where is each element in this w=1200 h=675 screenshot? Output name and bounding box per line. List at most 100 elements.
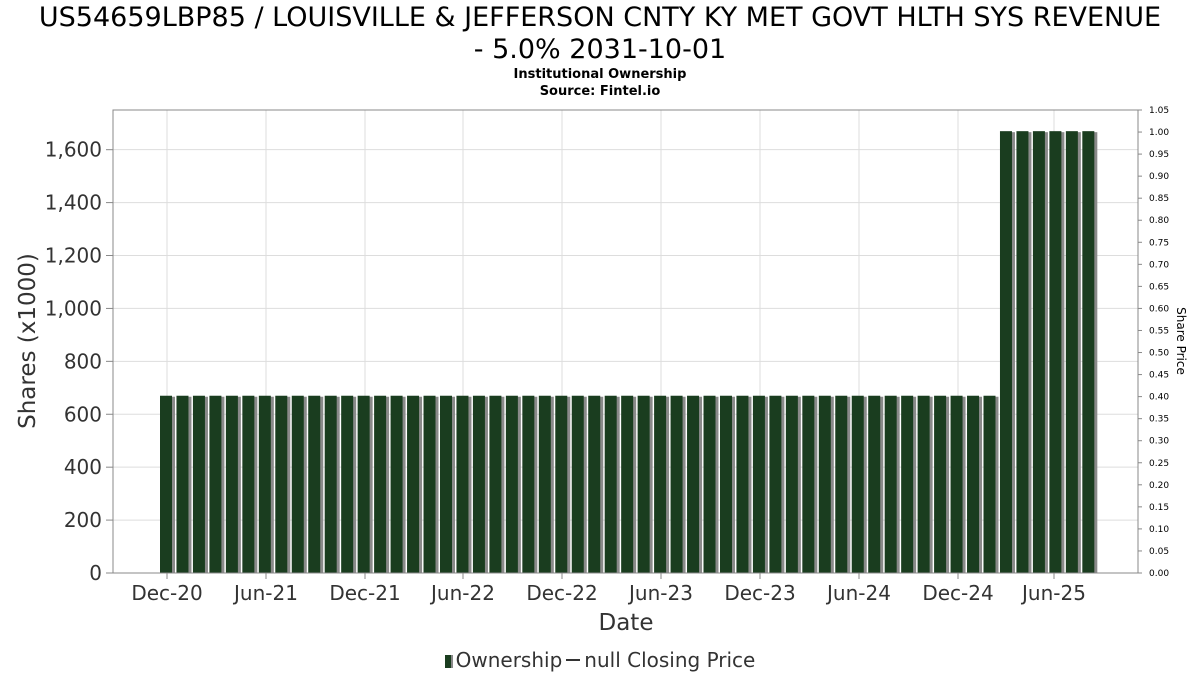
- ownership-bar: [818, 395, 831, 573]
- y2-tick-label: 0.55: [1149, 326, 1169, 336]
- ownership-bar: [176, 395, 189, 573]
- chart-title-line2: - 5.0% 2031-10-01: [473, 34, 727, 65]
- ownership-bar: [407, 395, 420, 573]
- ownership-bar: [917, 395, 930, 573]
- x-tick-label: Dec-23: [724, 581, 795, 605]
- chart-legend: Ownership null Closing Price: [0, 648, 1200, 672]
- ownership-bar: [901, 395, 914, 573]
- ownership-bar: [719, 395, 732, 573]
- y2-tick-label: 0.90: [1149, 172, 1169, 182]
- ownership-bar: [258, 395, 271, 573]
- x-tick-label: Jun-21: [232, 581, 298, 605]
- y2-tick-label: 0.00: [1149, 569, 1169, 579]
- ownership-bar: [160, 395, 172, 573]
- ownership-bar: [851, 395, 864, 573]
- y-tick-label: 1,000: [45, 296, 102, 320]
- ownership-bar: [703, 395, 716, 573]
- ownership-bar: [242, 395, 255, 573]
- ownership-bar: [604, 395, 617, 573]
- x-tick-label: Jun-23: [627, 581, 693, 605]
- y2-tick-label: 0.20: [1149, 481, 1169, 491]
- ownership-bar: [341, 395, 354, 573]
- y2-tick-label: 0.05: [1149, 547, 1169, 557]
- ownership-bar: [456, 395, 469, 573]
- ownership-bar: [769, 395, 782, 573]
- y-axis-title: Shares (x1000): [15, 253, 41, 429]
- ownership-bar: [374, 395, 387, 573]
- x-tick-label: Jun-24: [825, 581, 891, 605]
- ownership-bar: [505, 395, 518, 573]
- plot-border: [112, 109, 1139, 574]
- ownership-bar: [950, 395, 963, 573]
- x-tick-label: Jun-22: [429, 581, 495, 605]
- ownership-bar: [999, 131, 1012, 573]
- x-tick-label: Dec-21: [329, 581, 400, 605]
- y-tick-label: 0: [89, 561, 102, 585]
- y-tick-label: 1,200: [45, 244, 102, 268]
- ownership-bar: [1065, 131, 1078, 573]
- ownership-bar: [209, 395, 222, 573]
- chart-subtitle-source: Source: Fintel.io: [539, 84, 661, 99]
- y2-tick-label: 1.05: [1149, 106, 1169, 116]
- ownership-bar: [1082, 131, 1095, 573]
- ownership-bar: [390, 395, 403, 573]
- y2-tick-label: 0.70: [1149, 260, 1169, 270]
- ownership-bar: [967, 395, 980, 573]
- ownership-bar: [571, 395, 584, 573]
- ownership-bar: [637, 395, 650, 573]
- ownership-bar: [785, 395, 798, 573]
- y2-tick-label: 0.65: [1149, 282, 1169, 292]
- ownership-bar: [736, 395, 749, 573]
- ownership-bar: [291, 395, 304, 573]
- ownership-bar: [522, 395, 535, 573]
- y2-tick-label: 0.95: [1149, 150, 1169, 160]
- y-tick-label: 600: [64, 402, 102, 426]
- ownership-bar: [621, 395, 634, 573]
- y-tick-label: 800: [64, 349, 102, 373]
- ownership-bar: [1032, 131, 1045, 573]
- y-tick-label: 1,600: [45, 138, 102, 162]
- ownership-bar: [439, 395, 452, 573]
- ownership-bar: [802, 395, 815, 573]
- x-tick-label: Jun-25: [1020, 581, 1086, 605]
- ownership-bar: [588, 395, 601, 573]
- y2-tick-label: 0.40: [1149, 393, 1169, 403]
- y2-tick-label: 1.00: [1149, 128, 1169, 138]
- y2-tick-label: 0.80: [1149, 216, 1169, 226]
- y-tick-label: 400: [64, 455, 102, 479]
- ownership-bar: [934, 395, 947, 573]
- ownership-bar: [1049, 131, 1062, 573]
- ownership-bar: [472, 395, 485, 573]
- ownership-bar: [884, 395, 897, 573]
- ownership-bar: [752, 395, 765, 573]
- ownership-bar: [983, 395, 996, 573]
- ownership-bar: [275, 395, 288, 573]
- y2-tick-label: 0.15: [1149, 503, 1169, 513]
- ownership-bar: [423, 395, 436, 573]
- ownership-bar: [538, 395, 551, 573]
- y2-tick-label: 0.85: [1149, 194, 1169, 204]
- ownership-bar: [324, 395, 337, 573]
- price-legend-icon: [566, 659, 581, 661]
- y2-tick-label: 0.60: [1149, 304, 1169, 314]
- x-tick-label: Dec-24: [922, 581, 993, 605]
- x-tick-label: Dec-20: [131, 581, 202, 605]
- ownership-bar: [489, 395, 502, 573]
- y2-axis-title: Share Price: [1174, 307, 1188, 375]
- chart-subtitle-ownership: Institutional Ownership: [513, 67, 687, 82]
- chart-title-line1: US54659LBP85 / LOUISVILLE & JEFFERSON CN…: [38, 2, 1162, 33]
- y2-tick-label: 0.35: [1149, 415, 1169, 425]
- ownership-bar: [1016, 131, 1029, 573]
- ownership-bar: [192, 395, 205, 573]
- ownership-bar: [835, 395, 848, 573]
- x-tick-label: Dec-22: [526, 581, 597, 605]
- legend-ownership-label: Ownership: [455, 648, 563, 672]
- ownership-bar: [357, 395, 370, 573]
- legend-price-label: null Closing Price: [584, 648, 756, 672]
- y2-tick-label: 0.45: [1149, 371, 1169, 381]
- ownership-legend-icon: [444, 655, 453, 668]
- y2-tick-label: 0.50: [1149, 349, 1169, 359]
- y2-tick-label: 0.10: [1149, 525, 1169, 535]
- x-axis-title: Date: [599, 610, 654, 636]
